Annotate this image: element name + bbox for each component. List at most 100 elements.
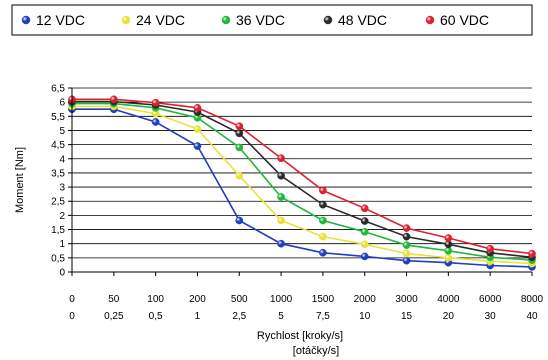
- x-tick-label-secondary: 2,5: [232, 311, 246, 322]
- legend-item: 60 VDC: [425, 12, 489, 28]
- legend-item: 48 VDC: [323, 12, 387, 28]
- x-axis-label: Rychlost [kroky/s]: [257, 330, 343, 342]
- data-point: [402, 232, 411, 241]
- y-tick-label: 5,5: [51, 112, 65, 123]
- data-point: [444, 253, 453, 262]
- legend: 12 VDC 24 VDC 36 VDC 48 VDC 60 VDC: [11, 4, 533, 36]
- data-point: [402, 224, 411, 232]
- x-tick-label-secondary: 10: [359, 311, 371, 322]
- y-tick-label: 1: [59, 239, 65, 250]
- data-point: [319, 200, 327, 209]
- y-tick-label: 6,5: [51, 84, 65, 95]
- data-point: [193, 103, 202, 112]
- series-line-4: [72, 98, 533, 255]
- x-axis-label-secondary: [otáčky/s]: [293, 345, 339, 357]
- x-tick-label-secondary: 0: [69, 311, 75, 322]
- data-point: [360, 217, 369, 225]
- series-lines: [72, 98, 533, 268]
- data-point: [151, 98, 160, 107]
- legend-label: 60 VDC: [440, 12, 489, 28]
- data-point: [193, 125, 202, 133]
- x-tick-label-secondary: 40: [526, 311, 538, 322]
- legend-item: 24 VDC: [121, 12, 185, 28]
- y-axis-label: Moment [Nm]: [14, 147, 26, 213]
- x-tick-label: 200: [189, 294, 206, 305]
- y-tick-label: 3,5: [51, 168, 65, 179]
- data-point: [277, 193, 285, 201]
- legend-marker: [425, 15, 435, 25]
- x-tick-label-secondary: 0,5: [149, 311, 163, 322]
- x-tick-label: 100: [147, 294, 164, 305]
- data-point: [151, 118, 160, 126]
- y-tick-label: 1,5: [51, 225, 65, 236]
- x-tick-label: 4000: [437, 294, 460, 305]
- x-tick-label: 50: [108, 294, 120, 305]
- data-point: [528, 249, 536, 258]
- data-point: [444, 246, 453, 255]
- y-tick-label: 6: [59, 98, 65, 109]
- data-point: [277, 154, 285, 163]
- y-tick-label: 2,5: [51, 197, 65, 208]
- x-tick-label-secondary: 7,5: [316, 311, 330, 322]
- data-point: [235, 171, 244, 180]
- data-point: [109, 95, 118, 104]
- x-tick-label-secondary: 5: [278, 311, 284, 322]
- gridlines: [72, 87, 532, 259]
- y-tick-label: 4: [59, 154, 65, 165]
- y-tick-label: 0: [59, 268, 65, 279]
- y-axis-ticks: 0 0,5 1 1,5 2 2,5 3 3,5 4 4,5 5 5,5 6 6,5: [51, 84, 72, 279]
- data-point: [360, 252, 369, 261]
- data-point: [277, 239, 285, 248]
- data-point: [235, 129, 244, 138]
- legend-marker: [121, 15, 131, 25]
- data-point: [319, 232, 327, 241]
- legend-marker: [221, 15, 231, 25]
- x-tick-label: 1000: [270, 294, 293, 305]
- data-point: [277, 171, 285, 180]
- legend-marker: [21, 15, 31, 25]
- y-tick-label: 2: [59, 211, 65, 222]
- data-point: [402, 241, 411, 249]
- series-line-1: [72, 105, 533, 265]
- x-tick-label: 500: [231, 294, 248, 305]
- data-point: [319, 186, 327, 195]
- data-point: [235, 216, 244, 225]
- series-line-3: [72, 100, 533, 259]
- legend-marker: [323, 15, 333, 25]
- series-points: [68, 95, 536, 271]
- x-tick-label-secondary: 0,25: [104, 311, 124, 322]
- legend-label: 48 VDC: [338, 12, 387, 28]
- legend-box: [11, 4, 533, 36]
- x-tick-label: 3000: [395, 294, 418, 305]
- data-point: [402, 249, 411, 258]
- y-tick-label: 3: [59, 183, 65, 194]
- x-tick-label: 0: [69, 294, 75, 305]
- data-point: [360, 240, 369, 249]
- data-point: [277, 216, 285, 225]
- x-tick-label: 6000: [479, 294, 502, 305]
- x-tick-label-secondary: 20: [443, 311, 455, 322]
- legend-label: 36 VDC: [236, 12, 285, 28]
- data-point: [360, 227, 369, 236]
- x-axis-ticks: 00500,251000,520015002,51000515007,52000…: [69, 272, 544, 322]
- series-line-2: [72, 102, 533, 261]
- data-point: [360, 204, 369, 213]
- legend-item: 12 VDC: [21, 12, 85, 28]
- x-tick-label: 1500: [312, 294, 335, 305]
- data-point: [319, 248, 327, 257]
- data-point: [486, 244, 495, 253]
- x-tick-label: 8000: [521, 294, 544, 305]
- series-line-0: [72, 108, 533, 268]
- x-tick-label: 2000: [354, 294, 377, 305]
- x-tick-label-secondary: 1: [195, 311, 201, 322]
- legend-label: 24 VDC: [136, 12, 185, 28]
- data-point: [402, 256, 411, 265]
- y-tick-label: 4,5: [51, 140, 65, 151]
- data-point: [235, 143, 244, 152]
- x-tick-label-secondary: 30: [485, 311, 497, 322]
- data-point: [235, 122, 244, 131]
- legend-label: 12 VDC: [36, 12, 85, 28]
- y-tick-label: 0,5: [51, 253, 65, 264]
- data-point: [319, 216, 327, 225]
